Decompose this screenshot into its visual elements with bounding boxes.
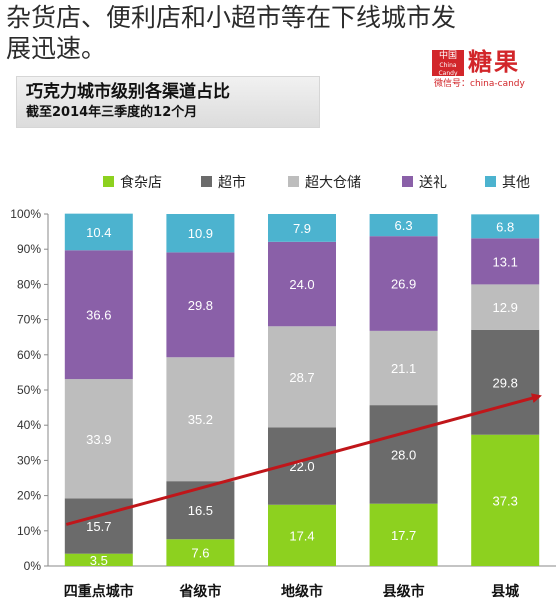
bar-value-label: 6.3 bbox=[395, 218, 413, 233]
bar-value-label: 17.7 bbox=[391, 528, 416, 543]
legend-label: 超市 bbox=[218, 174, 246, 190]
bar-value-label: 29.8 bbox=[493, 375, 518, 390]
bar-value-label: 26.9 bbox=[391, 277, 416, 292]
bar-segment bbox=[64, 379, 133, 499]
bar-value-label: 21.1 bbox=[391, 361, 416, 376]
bar-value-label: 35.2 bbox=[188, 412, 213, 427]
trend-arrow bbox=[65, 393, 542, 526]
legend-label: 其他 bbox=[502, 174, 530, 190]
bar-segment bbox=[166, 539, 235, 566]
bar-value-label: 36.6 bbox=[86, 308, 111, 323]
y-tick-label: 20% bbox=[17, 489, 41, 503]
bar-value-label: 10.9 bbox=[188, 226, 213, 241]
bar-value-label: 28.7 bbox=[289, 370, 314, 385]
y-tick-label: 70% bbox=[17, 313, 41, 327]
chart-subtitle: 截至2014年三季度的12个月 bbox=[26, 105, 198, 120]
bar-value-label: 17.4 bbox=[289, 528, 314, 543]
bar-segment bbox=[268, 214, 336, 242]
bar-segment bbox=[369, 236, 438, 331]
bar-value-label: 33.9 bbox=[86, 432, 111, 447]
y-tick-label: 40% bbox=[17, 418, 41, 432]
bar-segment bbox=[369, 405, 438, 504]
china-mark-text: 中国 bbox=[438, 51, 457, 61]
bar-segment bbox=[471, 284, 540, 330]
x-category-label: 四重点城市 bbox=[64, 583, 134, 599]
y-tick-label: 80% bbox=[17, 277, 41, 291]
bar-segment bbox=[166, 214, 235, 253]
bar-value-label: 13.1 bbox=[493, 254, 518, 269]
headline: 杂货店、便利店和小超市等在下线城市发展迅速。 bbox=[6, 3, 457, 63]
bar-value-label: 7.9 bbox=[293, 221, 311, 236]
bar-value-label: 10.4 bbox=[86, 225, 111, 240]
legend-label: 超大仓储 bbox=[305, 174, 361, 190]
bar-value-label: 6.8 bbox=[496, 219, 514, 234]
bar-segment bbox=[64, 250, 133, 380]
bar-segment bbox=[268, 326, 336, 428]
legend-label: 食杂店 bbox=[120, 174, 162, 190]
x-category-label: 县城 bbox=[491, 583, 519, 599]
legend-swatch bbox=[485, 176, 496, 187]
bar-value-label: 3.5 bbox=[90, 553, 108, 568]
stacked-bar-chart: 食杂店 超市 超大仓储 送礼 其他 0% 10% 20% 30% 40% 50% 60% 70% 80% 9… bbox=[10, 174, 556, 599]
x-category-label: 县级市 bbox=[383, 583, 425, 599]
y-tick-label: 30% bbox=[17, 453, 41, 467]
bar-segment bbox=[64, 498, 133, 554]
x-category-label: 地级市 bbox=[281, 583, 323, 599]
bar-segment bbox=[369, 214, 438, 237]
bar-segment bbox=[166, 357, 235, 482]
bar-value-label: 15.7 bbox=[86, 519, 111, 534]
x-category-label: 省级市 bbox=[178, 583, 221, 599]
brand-name: 糖果 bbox=[468, 48, 520, 76]
bar-segment bbox=[268, 241, 336, 327]
bar-segment bbox=[369, 330, 438, 406]
bar-segment bbox=[471, 434, 540, 566]
bar-segment bbox=[268, 504, 336, 566]
bar-segment bbox=[64, 213, 133, 251]
y-tick-label: 60% bbox=[17, 348, 41, 362]
bar-value-label: 7.6 bbox=[191, 546, 209, 561]
legend-swatch bbox=[103, 176, 114, 187]
bar-segment bbox=[64, 553, 133, 566]
brand-wechat: 微信号：china-candy bbox=[434, 79, 525, 89]
legend-label: 送礼 bbox=[419, 174, 447, 190]
chart-title-box: 巧克力城市级别各渠道占比 截至2014年三季度的12个月 bbox=[16, 76, 320, 128]
china-mark-sub: China Candy bbox=[438, 62, 458, 77]
y-tick-label: 90% bbox=[17, 242, 41, 256]
bar-segment bbox=[471, 214, 540, 239]
y-tick-label: 0% bbox=[24, 559, 42, 573]
bar-value-label: 29.8 bbox=[188, 298, 213, 313]
bar-segment bbox=[471, 329, 540, 435]
bar-segment bbox=[369, 503, 438, 566]
chart-title: 巧克力城市级别各渠道占比 bbox=[26, 82, 230, 102]
legend-swatch bbox=[402, 176, 413, 187]
y-tick-label: 10% bbox=[17, 524, 41, 538]
bar-value-label: 37.3 bbox=[493, 493, 518, 508]
brand-logo: 中国 China Candy 糖果 微信号：china-candy bbox=[432, 48, 548, 89]
bar-value-label: 28.0 bbox=[391, 447, 416, 462]
china-mark: 中国 China Candy bbox=[432, 50, 464, 77]
legend-swatch bbox=[201, 176, 212, 187]
bar-value-label: 24.0 bbox=[289, 277, 314, 292]
legend-swatch bbox=[288, 176, 299, 187]
bar-segment bbox=[166, 252, 235, 358]
y-tick-label: 50% bbox=[17, 383, 41, 397]
bar-value-label: 16.5 bbox=[188, 503, 213, 518]
bar-segment bbox=[166, 481, 235, 540]
y-tick-label: 100% bbox=[10, 207, 41, 221]
bar-value-label: 12.9 bbox=[493, 300, 518, 315]
bar-segment bbox=[471, 238, 540, 285]
